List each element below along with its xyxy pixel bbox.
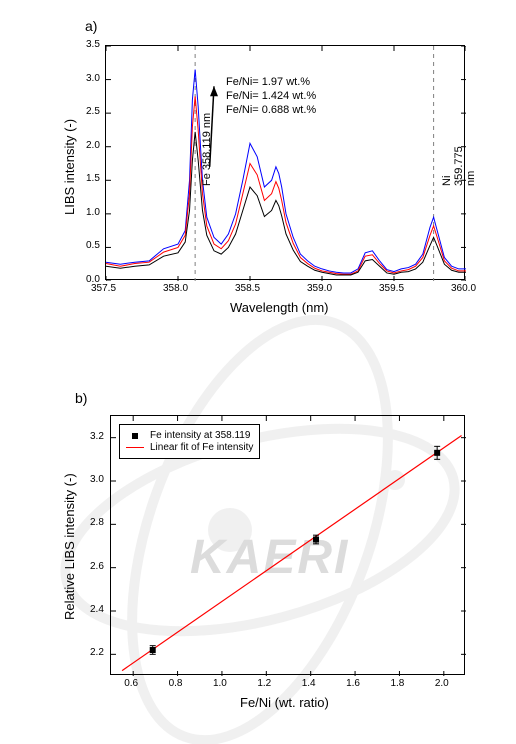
anno-3: Fe/Ni= 0.688 wt.%: [226, 104, 316, 116]
ytick-label: 0.5: [86, 240, 100, 251]
ytick-label: 2.0: [86, 140, 100, 151]
legend-row-0: Fe intensity at 358.119: [126, 430, 253, 441]
ytick-label: 3.5: [86, 39, 100, 50]
legend-marker-ln: [126, 443, 144, 453]
ylabel-a: LIBS intensity (-): [62, 119, 77, 215]
legend-marker-sq: [126, 431, 144, 441]
legend-row-1: Linear fit of Fe intensity: [126, 442, 253, 453]
anno-1: Fe/Ni= 1.97 wt.%: [226, 76, 310, 88]
vline-label-ni: Ni 359.775 nm: [441, 146, 477, 186]
ytick-label: 3.0: [86, 73, 100, 84]
panel-a-label: a): [85, 18, 97, 34]
ytick-label: 1.5: [86, 173, 100, 184]
xlabel-a: Wavelength (nm): [230, 300, 329, 315]
xtick-label: 0.6: [124, 678, 138, 689]
ytick-label: 0.0: [86, 274, 100, 285]
xtick-label: 359.5: [379, 283, 404, 294]
xtick-label: 1.8: [390, 678, 404, 689]
ytick-label: 2.5: [86, 106, 100, 117]
ytick-label: 1.0: [86, 207, 100, 218]
panel-a: a) Fe 358.119 nm Ni 359.775 nm Fe/Ni= 1.…: [50, 30, 480, 320]
xtick-label: 358.5: [235, 283, 260, 294]
panel-b: b) Fe intensity at 358.119 Linear fit of…: [50, 395, 480, 715]
xtick-label: 1.6: [346, 678, 360, 689]
ytick-label: 2.4: [90, 604, 104, 615]
plot-area-b: Fe intensity at 358.119 Linear fit of Fe…: [110, 415, 465, 675]
vline-label-fe: Fe 358.119 nm: [201, 113, 213, 186]
xtick-label: 1.0: [213, 678, 227, 689]
ytick-label: 2.6: [90, 561, 104, 572]
ytick-label: 3.2: [90, 431, 104, 442]
xtick-label: 1.2: [257, 678, 271, 689]
xtick-label: 360.0: [451, 283, 476, 294]
ytick-label: 2.2: [90, 647, 104, 658]
xtick-label: 358.0: [163, 283, 188, 294]
ytick-label: 3.0: [90, 474, 104, 485]
legend-label-0: Fe intensity at 358.119: [150, 430, 250, 441]
ytick-label: 2.8: [90, 517, 104, 528]
ylabel-b: Relative LIBS intensity (-): [62, 473, 77, 620]
xtick-label: 359.0: [307, 283, 332, 294]
xtick-label: 1.4: [302, 678, 316, 689]
plot-area-a: Fe 358.119 nm Ni 359.775 nm Fe/Ni= 1.97 …: [105, 45, 465, 280]
panel-b-label: b): [75, 390, 87, 406]
anno-2: Fe/Ni= 1.424 wt.%: [226, 90, 316, 102]
legend-b: Fe intensity at 358.119 Linear fit of Fe…: [119, 424, 260, 459]
legend-label-1: Linear fit of Fe intensity: [150, 442, 253, 453]
xtick-label: 0.8: [169, 678, 183, 689]
xtick-label: 2.0: [435, 678, 449, 689]
xlabel-b: Fe/Ni (wt. ratio): [240, 695, 329, 710]
